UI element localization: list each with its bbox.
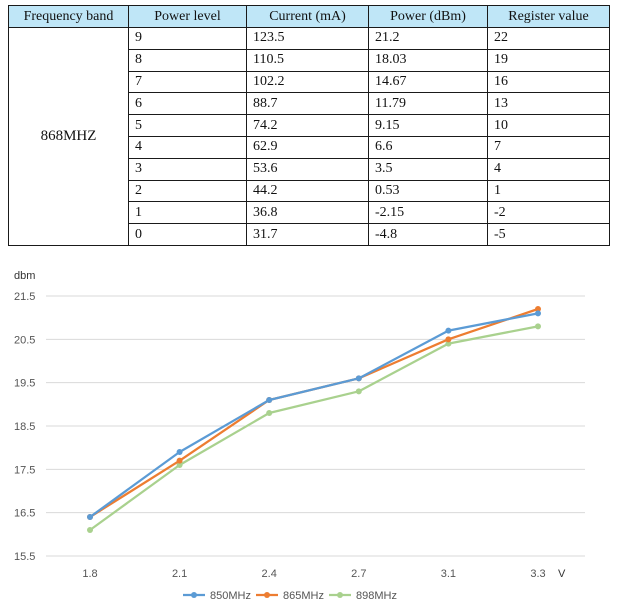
current-cell: 110.5 <box>246 48 369 72</box>
current-cell: 31.7 <box>246 223 369 246</box>
data-point-850MHz <box>355 375 362 382</box>
table-row: 868MHZ 9 123.5 21.2 22 <box>8 27 610 246</box>
current-cell: 88.7 <box>246 92 369 116</box>
power-dbm-cell: 18.03 <box>368 48 488 72</box>
power-level-cell: 3 <box>128 157 247 181</box>
chart-container: 15.5 16.5 17.5 18.5 19.5 20.5 21.5 dbm 1.8 2.1 2.4… <box>0 255 617 608</box>
current-cell: 74.2 <box>246 114 369 137</box>
power-dbm-cell: 14.67 <box>368 70 488 94</box>
data-point-898MHz <box>176 462 183 468</box>
register-value-cell: 19 <box>487 48 610 72</box>
data-point-850MHz <box>445 327 452 334</box>
power-level-cell: 5 <box>128 114 247 137</box>
register-value-cell: 13 <box>487 92 610 116</box>
current-cell: 123.5 <box>246 27 369 50</box>
table-row: 6 88.7 11.79 13 <box>9 92 610 116</box>
power-level-cell: 0 <box>128 223 247 246</box>
register-value-cell: -2 <box>487 201 610 225</box>
legend-label: 898MHz <box>356 590 397 602</box>
series-line-850MHz <box>89 312 539 518</box>
register-value-cell: 1 <box>487 179 610 203</box>
y-tick-label: 15.5 <box>14 551 35 563</box>
y-tick-label: 21.5 <box>14 291 35 303</box>
table-row: 1 36.8 -2.15 -2 <box>9 201 610 225</box>
power-dbm-cell: 6.6 <box>368 135 488 159</box>
y-tick-label: 18.5 <box>14 421 35 433</box>
power-level-cell: 6 <box>128 92 247 116</box>
current-cell: 36.8 <box>246 201 369 225</box>
power-level-cell: 9 <box>128 27 247 50</box>
power-level-table-container: Frequency band Power level Current (mA) … <box>8 5 610 246</box>
power-level-cell: 8 <box>128 48 247 72</box>
data-point-865MHz <box>176 457 183 464</box>
power-level-cell: 2 <box>128 179 247 203</box>
power-dbm-cell: 9.15 <box>368 114 488 137</box>
power-dbm-cell: -2.15 <box>368 201 488 225</box>
current-cell: 102.2 <box>246 70 369 94</box>
table-row: 8 110.5 18.03 19 <box>9 48 610 72</box>
register-value-cell: -5 <box>487 223 610 246</box>
header-register-value: Register value <box>487 5 610 28</box>
x-tick-label: 2.1 <box>172 568 187 580</box>
power-dbm-cell: 0.53 <box>368 179 488 203</box>
data-point-898MHz <box>445 340 452 347</box>
table-row: 7 102.2 14.67 16 <box>9 70 610 94</box>
power-level-cell: 4 <box>128 135 247 159</box>
legend-marker <box>191 592 197 598</box>
x-axis-label: V <box>558 568 566 580</box>
data-point-865MHz <box>535 306 541 312</box>
register-value-cell: 16 <box>487 70 610 94</box>
y-tick-label: 20.5 <box>14 334 35 346</box>
register-value-cell: 7 <box>487 135 610 159</box>
current-cell: 44.2 <box>246 179 369 203</box>
data-point-850MHz <box>176 449 183 455</box>
table-body: 868MHZ 9 123.5 21.2 22 8 110.5 18.03 19 7 102.2 14.… <box>8 27 610 246</box>
data-point-898MHz <box>266 410 273 416</box>
table-header-row: Frequency band Power level Current (mA) … <box>8 5 610 28</box>
power-vs-voltage-chart: 15.5 16.5 17.5 18.5 19.5 20.5 21.5 dbm 1.8 2.1 2.4… <box>14 270 585 602</box>
register-value-cell: 22 <box>487 27 610 50</box>
register-value-cell: 4 <box>487 157 610 181</box>
data-point-898MHz <box>535 323 541 330</box>
header-frequency-band: Frequency band <box>8 5 129 28</box>
frequency-band-cell: 868MHZ <box>8 27 129 246</box>
x-tick-label: 1.8 <box>82 568 97 580</box>
table-row: 0 31.7 -4.8 -5 <box>9 223 610 246</box>
power-level-cell: 7 <box>128 70 247 94</box>
x-tick-label: 2.4 <box>262 568 277 580</box>
power-dbm-cell: 3.5 <box>368 157 488 181</box>
legend-marker <box>337 592 343 598</box>
current-cell: 53.6 <box>246 157 369 181</box>
power-level-cell: 1 <box>128 201 247 225</box>
data-point-850MHz <box>535 310 541 317</box>
power-level-table: Frequency band Power level Current (mA) … <box>8 5 610 246</box>
header-current: Current (mA) <box>246 5 369 28</box>
header-power-level: Power level <box>128 5 247 28</box>
power-dbm-cell: 11.79 <box>368 92 488 116</box>
current-cell: 62.9 <box>246 135 369 159</box>
data-point-898MHz <box>355 388 362 395</box>
legend-label: 865MHz <box>283 590 324 602</box>
x-tick-label: 3.1 <box>441 568 456 580</box>
data-point-865MHz <box>445 336 452 343</box>
power-dbm-cell: -4.8 <box>368 223 488 246</box>
x-tick-label: 2.7 <box>351 568 366 580</box>
table-row: 3 53.6 3.5 4 <box>9 157 610 181</box>
table-row: 2 44.2 0.53 1 <box>9 179 610 203</box>
series-line-898MHz <box>89 325 539 531</box>
header-power-dbm: Power (dBm) <box>368 5 488 28</box>
legend-marker <box>264 592 270 598</box>
legend-label: 850MHz <box>210 590 251 602</box>
power-dbm-cell: 21.2 <box>368 27 488 50</box>
x-tick-label: 3.3 <box>530 568 545 580</box>
data-point-898MHz <box>87 527 93 533</box>
register-value-cell: 10 <box>487 114 610 137</box>
y-tick-label: 16.5 <box>14 508 35 520</box>
y-tick-label: 17.5 <box>14 464 35 476</box>
data-point-850MHz <box>87 514 93 520</box>
y-tick-label: 19.5 <box>14 378 35 390</box>
y-axis-label: dbm <box>14 270 35 282</box>
data-point-850MHz <box>266 397 273 403</box>
